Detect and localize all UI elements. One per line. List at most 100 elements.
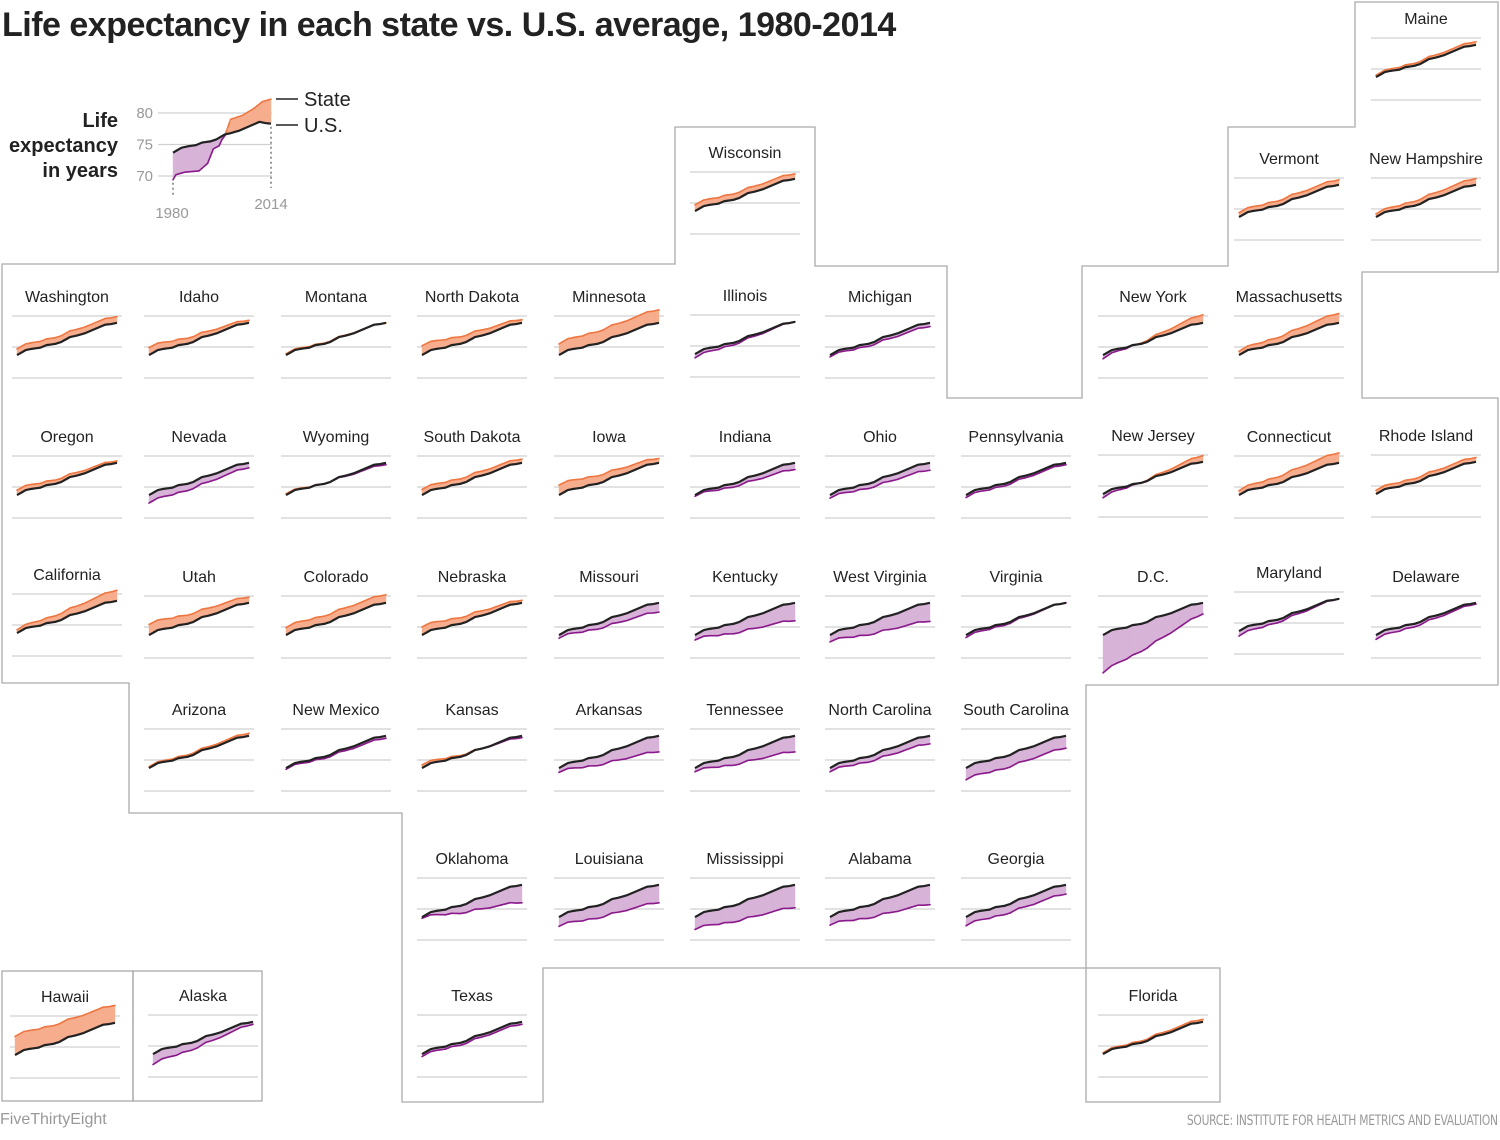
state-tile-arkansas: Arkansas	[554, 702, 664, 792]
state-name: Utah	[182, 569, 216, 586]
below-average-area	[753, 896, 757, 917]
below-average-area	[715, 909, 719, 925]
above-average-area	[20, 1031, 25, 1053]
below-average-area	[579, 909, 583, 922]
state-name: New Hampshire	[1369, 151, 1483, 168]
above-average-area	[53, 1024, 57, 1045]
above-average-area	[570, 337, 574, 350]
us-line	[172, 120, 272, 154]
above-average-area	[73, 1016, 77, 1037]
state-line-segment	[1062, 893, 1067, 896]
state-tile-utah: Utah	[144, 569, 254, 659]
below-average-area	[780, 604, 784, 623]
above-average-area	[591, 332, 595, 345]
below-average-area	[788, 603, 793, 622]
state-name: Vermont	[1259, 151, 1319, 168]
state-tile-alaska: Alaska	[148, 988, 258, 1078]
below-average-area	[510, 886, 514, 904]
below-average-area	[750, 615, 755, 629]
above-average-area	[41, 1026, 45, 1047]
state-line-segment	[1199, 613, 1204, 617]
us-line	[558, 734, 660, 770]
below-average-area	[1161, 614, 1165, 639]
below-average-area	[599, 903, 604, 919]
below-average-area	[620, 895, 624, 912]
below-average-area	[768, 891, 772, 914]
state-tile-maine: Maine	[1371, 11, 1481, 101]
state-tile-north-dakota: North Dakota	[417, 289, 527, 379]
below-average-area	[870, 903, 875, 919]
above-average-area	[236, 116, 240, 132]
legend-ylabel: in years	[42, 160, 118, 182]
state-line-segment	[926, 325, 931, 328]
below-average-area	[576, 909, 580, 922]
legend-xtick: 1980	[155, 205, 188, 222]
above-average-area	[617, 322, 621, 337]
below-average-area	[750, 748, 755, 761]
below-average-area	[611, 749, 616, 761]
below-average-area	[918, 604, 922, 623]
below-average-area	[777, 887, 781, 911]
us-line	[829, 461, 931, 497]
state-tile-massachusetts: Massachusetts	[1234, 289, 1344, 379]
below-average-area	[1132, 624, 1136, 656]
below-average-area	[623, 895, 627, 912]
below-average-area	[868, 904, 872, 919]
source-note: SOURCE: INSTITUTE FOR HEALTH METRICS AND…	[1187, 1113, 1498, 1129]
below-average-area	[178, 147, 182, 175]
legend: 80 75 70 Life expectancy in years 1980 2014 Stat…	[9, 89, 351, 222]
state-name: New Mexico	[292, 702, 379, 719]
below-average-area	[1173, 610, 1177, 632]
below-average-area	[703, 911, 707, 926]
below-average-area	[777, 738, 781, 755]
below-average-area	[733, 904, 737, 923]
below-average-area	[1111, 629, 1115, 666]
below-average-area	[1167, 613, 1171, 636]
below-average-area	[594, 905, 598, 919]
legend-us-label: U.S.	[304, 115, 343, 137]
below-average-area	[647, 886, 651, 904]
above-average-area	[113, 590, 118, 602]
us-line	[965, 461, 1067, 497]
state-name: Connecticut	[1247, 429, 1332, 446]
state-line-segment	[1335, 452, 1340, 455]
state-line-segment	[1472, 177, 1477, 181]
state-name: California	[33, 567, 101, 584]
above-average-area	[55, 1023, 60, 1044]
state-tile-wisconsin: Wisconsin	[690, 145, 800, 235]
above-average-area	[579, 335, 583, 349]
state-tile-michigan: Michigan	[825, 289, 935, 379]
below-average-area	[923, 603, 928, 623]
below-average-area	[718, 908, 722, 925]
below-average-area	[629, 892, 633, 910]
us-line	[1238, 597, 1340, 633]
state-tile-new-mexico: New Mexico	[281, 702, 391, 792]
state-name: Michigan	[848, 289, 912, 306]
above-average-area	[588, 332, 592, 346]
state-tile-vermont: Vermont	[1234, 151, 1344, 241]
below-average-area	[926, 602, 931, 622]
below-average-area	[768, 609, 772, 626]
above-average-area	[611, 324, 616, 338]
state-line-segment	[1062, 747, 1067, 750]
state-name: Louisiana	[575, 851, 644, 868]
below-average-area	[727, 906, 731, 923]
below-average-area	[882, 616, 887, 631]
state-tile-florida: Florida	[1098, 988, 1208, 1078]
state-name: Tennessee	[706, 702, 783, 719]
above-average-area	[105, 592, 109, 603]
below-average-area	[995, 757, 999, 771]
state-line-segment	[1472, 456, 1477, 459]
state-name: Wyoming	[303, 429, 370, 446]
below-average-area	[791, 602, 796, 622]
us-line	[285, 734, 387, 770]
above-average-area	[17, 1032, 22, 1054]
us-line	[421, 1020, 523, 1056]
us-line	[694, 734, 796, 770]
below-average-area	[885, 897, 890, 914]
state-name: South Carolina	[963, 702, 1069, 719]
us-line	[558, 883, 660, 919]
us-line	[16, 321, 118, 357]
below-average-area	[780, 737, 784, 754]
state-tile-washington: Washington	[12, 289, 122, 379]
